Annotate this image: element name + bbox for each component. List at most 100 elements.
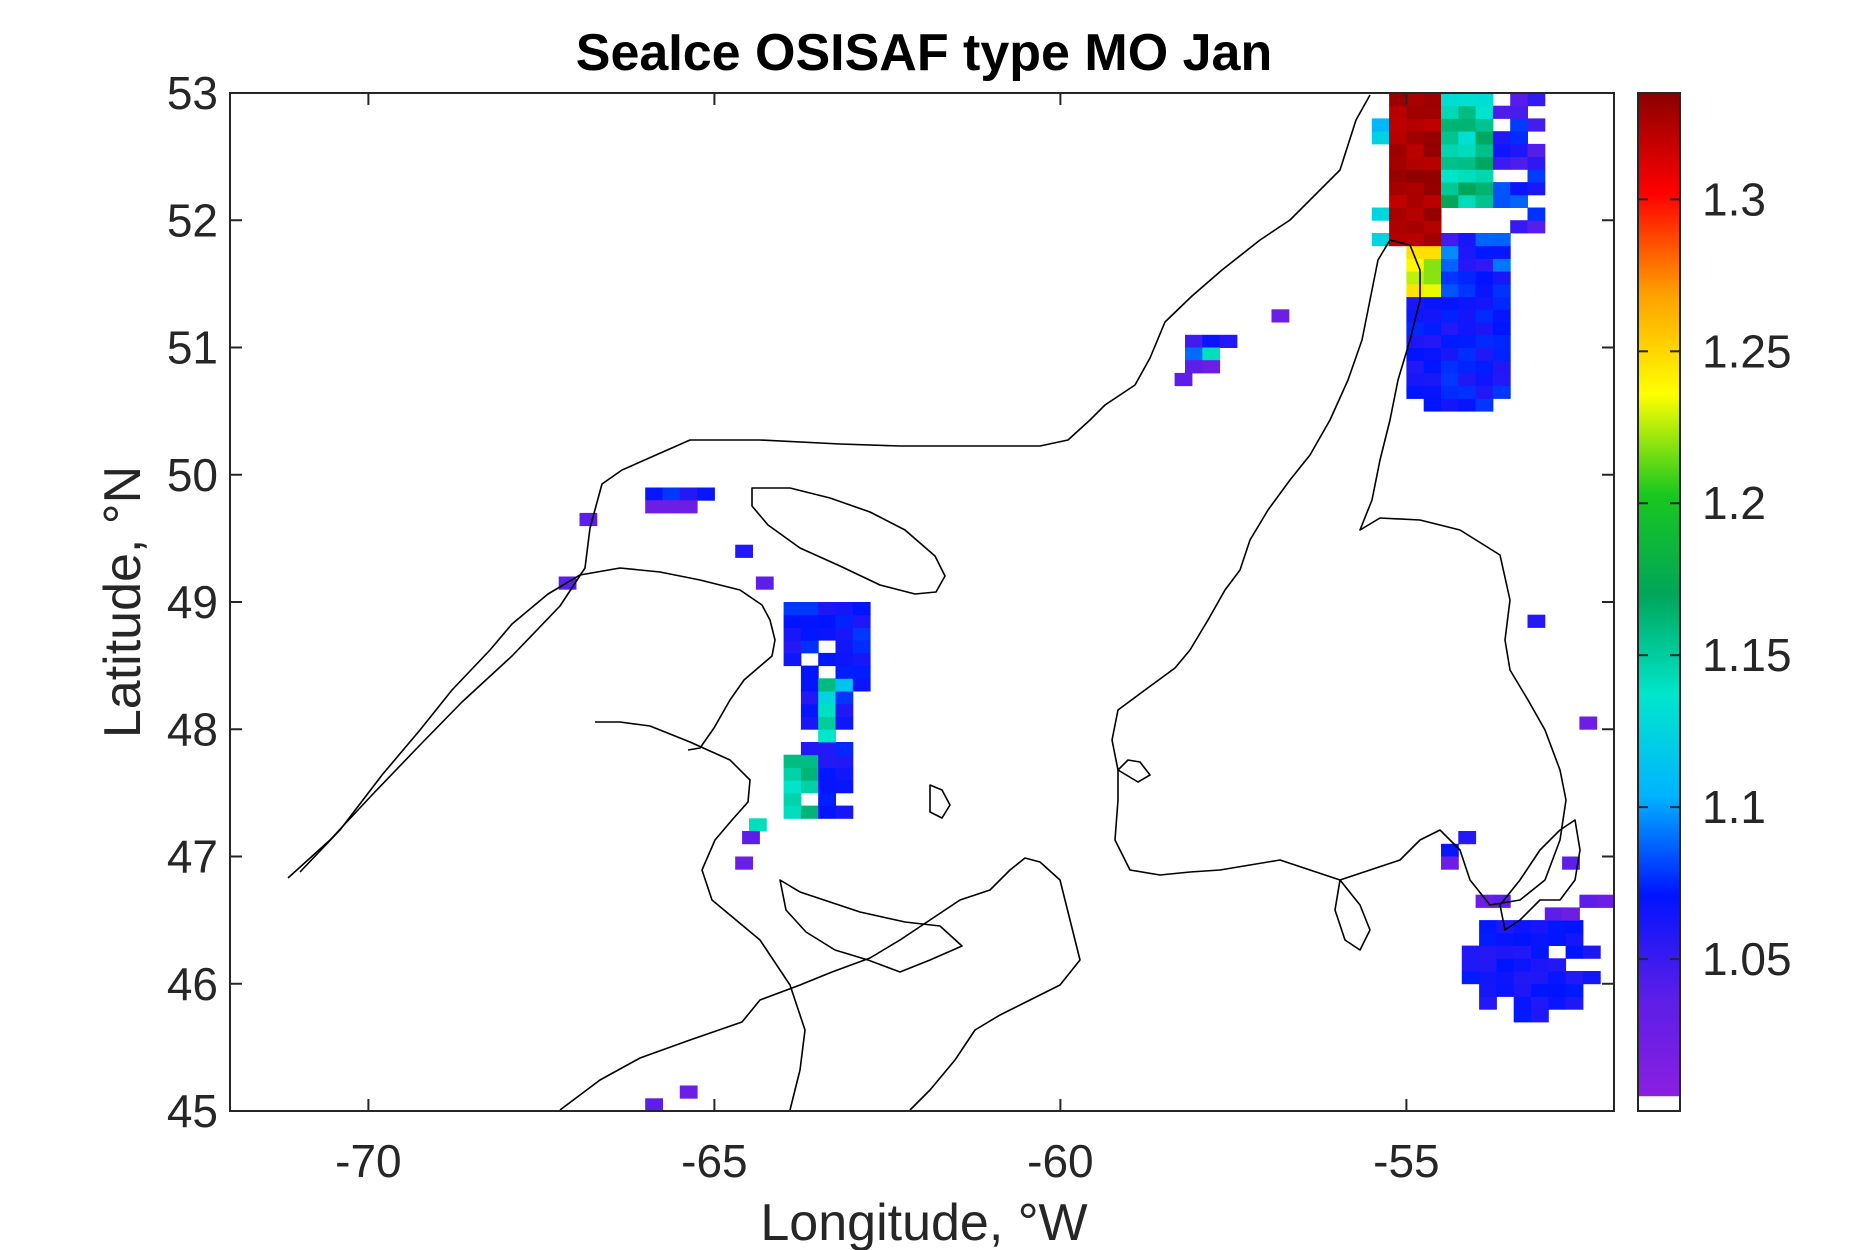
ice-cell	[1406, 156, 1425, 170]
ice-cell	[1423, 398, 1442, 412]
ice-cell	[1479, 920, 1497, 934]
x-axis: -70 -65 -60 -55	[335, 93, 1440, 1187]
ice-cell	[1441, 271, 1459, 285]
ice-cell	[800, 614, 819, 628]
ice-cell	[1458, 194, 1477, 208]
ice-cell	[818, 614, 836, 628]
ice-cell	[1492, 143, 1511, 158]
y-axis: 45 46 47 48 49 50 51 52 53	[167, 67, 1614, 1137]
ice-cell	[1475, 283, 1494, 298]
ice-cell	[800, 780, 819, 794]
coastline	[287, 94, 1581, 1111]
ice-cell	[1562, 856, 1580, 870]
coast-avalon	[1499, 819, 1581, 931]
ice-cell	[1371, 233, 1390, 247]
ice-cell	[1441, 118, 1459, 132]
ice-cell	[852, 665, 871, 679]
ice-cell	[645, 487, 663, 501]
ice-cell	[783, 792, 802, 807]
ice-cell	[1531, 1009, 1549, 1023]
ice-cell	[1475, 143, 1494, 158]
ice-cell	[1185, 360, 1203, 374]
ice-cell	[1423, 233, 1442, 247]
ice-cell	[1492, 296, 1511, 310]
ice-cell	[1423, 220, 1442, 234]
ice-cell	[1423, 245, 1442, 259]
ice-cell	[835, 652, 854, 667]
ice-cell	[1185, 347, 1203, 361]
ice-cell	[783, 614, 802, 628]
ice-cell	[835, 678, 854, 692]
ice-cell	[1458, 118, 1477, 132]
ice-cell	[1492, 271, 1511, 285]
ice-cell	[1496, 983, 1515, 997]
ice-cell	[1565, 945, 1584, 959]
ice-cell	[1441, 169, 1459, 183]
ice-cell	[1475, 309, 1494, 323]
ice-cell	[1441, 296, 1459, 310]
ice-cell	[1458, 398, 1477, 412]
ice-cell	[852, 640, 871, 654]
ice-cell	[1406, 385, 1425, 399]
ice-cell	[783, 627, 802, 641]
ice-cell	[1458, 271, 1477, 285]
ice-cell	[1527, 143, 1546, 158]
ice-cell	[1496, 945, 1515, 959]
ice-cell	[1458, 258, 1477, 272]
ice-cell	[818, 767, 836, 781]
colorbar-tick-label: 1.3	[1702, 173, 1766, 225]
ice-cell	[1513, 971, 1532, 985]
coast-nova-scotia	[559, 857, 1081, 1111]
ice-cell	[1185, 334, 1203, 348]
ice-cell	[1441, 372, 1459, 387]
ice-cell	[1458, 334, 1477, 348]
ice-cell	[835, 614, 854, 628]
ice-cell	[1406, 182, 1425, 196]
ice-cell	[1389, 93, 1407, 107]
ice-cell	[1531, 971, 1549, 985]
ice-cell	[1406, 169, 1425, 183]
ice-cell	[1441, 309, 1459, 323]
ice-cell	[1389, 118, 1407, 132]
ice-cell	[1492, 347, 1511, 361]
ice-cell	[1441, 283, 1459, 298]
ice-cell	[1461, 971, 1480, 985]
ice-cell	[1475, 258, 1494, 272]
ice-cell	[1475, 322, 1494, 336]
ice-cell	[1562, 907, 1580, 921]
ice-cell	[1579, 894, 1598, 908]
colorbar: 1.05 1.1 1.15 1.2 1.25 1.3	[1637, 92, 1792, 1112]
ice-cell	[1389, 143, 1407, 158]
ice-cell	[1531, 958, 1549, 972]
ice-cell	[1492, 360, 1511, 374]
y-tick-label: 45	[167, 1085, 218, 1137]
ice-cell	[1441, 334, 1459, 348]
ice-cell	[800, 665, 819, 679]
ice-cell	[1496, 971, 1515, 985]
colorbar-ticks: 1.05 1.1 1.15 1.2 1.25 1.3	[1638, 173, 1792, 985]
ice-cell	[1458, 283, 1477, 298]
ice-cell	[697, 487, 715, 501]
ice-cell	[1423, 271, 1442, 285]
ice-cell	[1371, 131, 1390, 145]
ice-cell	[1496, 920, 1515, 934]
ice-cell	[1423, 309, 1442, 323]
ice-cell	[1441, 360, 1459, 374]
ice-cell	[1510, 93, 1528, 107]
ice-cell	[1458, 156, 1477, 170]
ice-cell	[1475, 131, 1494, 145]
ice-cell	[1513, 996, 1532, 1010]
ice-cell	[1548, 996, 1567, 1010]
colorbar-frame	[1637, 92, 1681, 1112]
ice-cell	[1510, 131, 1528, 145]
ice-cell	[1492, 258, 1511, 272]
ice-cell	[1596, 894, 1615, 908]
y-tick-label: 49	[167, 576, 218, 628]
ice-cell	[1510, 182, 1528, 196]
ice-cell	[818, 729, 836, 743]
ice-cell	[1510, 118, 1528, 132]
ice-cell	[679, 500, 698, 514]
ice-cell	[1423, 322, 1442, 336]
ice-cell	[1492, 233, 1511, 247]
ice-cell	[735, 856, 753, 870]
